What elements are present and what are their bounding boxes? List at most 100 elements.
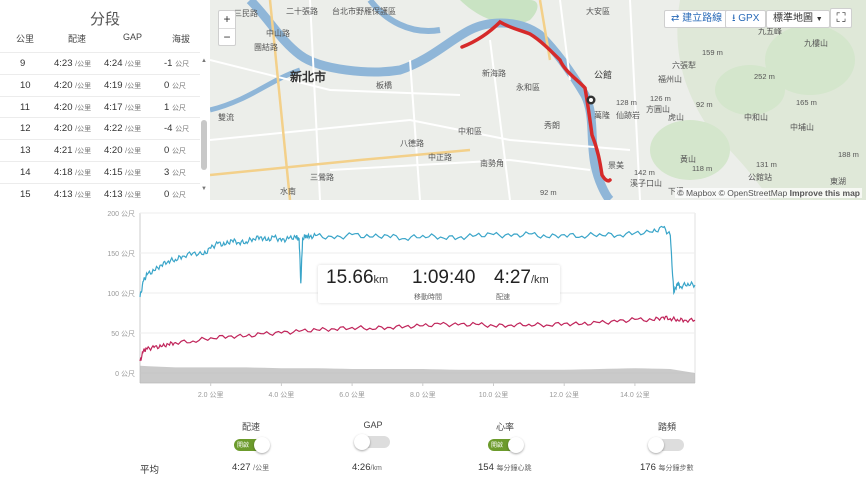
download-icon: ⭳ bbox=[732, 13, 736, 24]
moving-time-stat: 1:09:40 移動時間 bbox=[412, 267, 475, 301]
split-row[interactable]: 12 4:20 /公里 4:22 /公里 -4 公尺 bbox=[0, 117, 200, 139]
split-gap: 4:13 /公里 bbox=[104, 184, 156, 206]
split-elev: 1 公尺 bbox=[164, 97, 204, 119]
expand-icon: ⛶ bbox=[836, 10, 846, 25]
header-km: 公里 bbox=[16, 34, 35, 44]
splits-scrollbar[interactable]: ▲ ▼ bbox=[200, 58, 208, 192]
averages-row: 平均 4:27 /公里 4:26/km 154 每分鐘心跳 176 每分鐘步數 bbox=[0, 462, 866, 478]
map-label-dong: 東湖 bbox=[830, 177, 846, 186]
switch-knob bbox=[508, 437, 524, 453]
scroll-up-icon[interactable]: ▲ bbox=[201, 58, 207, 64]
create-route-button[interactable]: ⇄ 建立路線 bbox=[664, 10, 730, 28]
improve-map-link[interactable]: Improve this map bbox=[789, 188, 860, 198]
split-gap-value: 4:15 bbox=[104, 166, 123, 178]
pace-value: 4:27 bbox=[494, 267, 531, 288]
map-label-tuanjie: 團結路 bbox=[254, 43, 278, 52]
split-pace-unit: /公里 bbox=[75, 104, 92, 112]
y-tick-label: 200 公尺 bbox=[107, 210, 135, 218]
split-km: 13 bbox=[20, 145, 31, 157]
averages-label: 平均 bbox=[140, 465, 160, 476]
map-label-wanlong: 萬隆 bbox=[594, 111, 610, 120]
avg-heartrate: 154 每分鐘心跳 bbox=[478, 462, 532, 473]
create-route-label: 建立路線 bbox=[682, 13, 723, 24]
map-label-liuzhang: 六張犁 bbox=[672, 61, 696, 70]
map-label-jingmei: 景美 bbox=[608, 161, 624, 170]
map-label-zhongpu: 中埔山 bbox=[790, 123, 814, 132]
osm-attribution[interactable]: © OpenStreetMap bbox=[718, 188, 788, 198]
split-pace-unit: /公里 bbox=[75, 169, 92, 177]
avg-gap: 4:26/km bbox=[352, 462, 382, 473]
split-row[interactable]: 14 4:18 /公里 4:15 /公里 3 公尺 bbox=[0, 160, 200, 184]
splits-list[interactable]: 9 4:23 /公里 4:24 /公里 -1 公尺 10 4:20 /公里 4:19 /公里… bbox=[0, 52, 200, 205]
map-label-baqi: 八德路 bbox=[400, 139, 424, 148]
toggle-gap-switch[interactable] bbox=[354, 434, 390, 450]
x-tick-label: 10.0 公里 bbox=[479, 391, 509, 399]
split-row[interactable]: 13 4:21 /公里 4:20 /公里 0 公尺 bbox=[0, 139, 200, 161]
map-type-select[interactable]: 標準地圖 ▼ bbox=[766, 10, 830, 28]
avg-cadence-unit: 每分鐘步數 bbox=[658, 465, 694, 472]
toggle-on-text: 開啟 bbox=[491, 443, 504, 449]
splits-header: 公里 配速 GAP 海拔 bbox=[0, 32, 210, 48]
split-elev-value: 1 bbox=[164, 101, 170, 113]
split-elev-unit: 公尺 bbox=[171, 82, 186, 90]
split-gap-unit: /公里 bbox=[125, 104, 142, 112]
gpx-download-button[interactable]: ⭳ GPX bbox=[725, 10, 767, 28]
split-row[interactable]: 15 4:13 /公里 4:13 /公里 0 公尺 bbox=[0, 182, 200, 206]
avg-cadence-value: 176 bbox=[640, 462, 656, 473]
split-row[interactable]: 10 4:20 /公里 4:19 /公里 0 公尺 bbox=[0, 73, 200, 96]
split-gap-unit: /公里 bbox=[125, 82, 142, 90]
activity-chart[interactable]: 200 公尺 150 公尺 100 公尺 50 公尺 0 公尺 2.0 公里 4.0 公里… bbox=[100, 205, 710, 405]
split-elev-value: -4 bbox=[164, 123, 173, 135]
elevation-label: 142 m bbox=[634, 168, 655, 177]
route-icon: ⇄ bbox=[671, 13, 680, 24]
split-pace-unit: /公里 bbox=[75, 82, 92, 90]
fullscreen-button[interactable]: ⛶ bbox=[830, 8, 852, 28]
map-label-gongguan: 公館 bbox=[594, 70, 613, 80]
split-elev: 3 公尺 bbox=[164, 162, 204, 184]
split-pace-unit: /公里 bbox=[75, 191, 92, 199]
map-label-ershi: 二十張路 bbox=[286, 7, 318, 16]
pace-stat: 4:27/km 配速 bbox=[494, 267, 549, 301]
zoom-control: + − bbox=[218, 10, 236, 46]
split-gap-unit: /公里 bbox=[125, 126, 142, 134]
zoom-out-button[interactable]: − bbox=[223, 30, 231, 44]
mapbox-attribution[interactable]: © Mapbox bbox=[677, 188, 717, 198]
split-row[interactable]: 11 4:20 /公里 4:17 /公里 1 公尺 bbox=[0, 95, 200, 118]
route-map[interactable]: 新北市 台北市野雁保護區 公館 永和區 中和區 景美 萬隆 三鶯路 南勢角 中正… bbox=[210, 0, 866, 200]
map-label-banqiao: 板橋 bbox=[376, 81, 392, 90]
map-label-banqiao2: 公館站 bbox=[748, 173, 772, 182]
scroll-down-icon[interactable]: ▼ bbox=[201, 186, 207, 192]
map-label-yonghe: 永和區 bbox=[516, 83, 540, 92]
split-km: 14 bbox=[20, 166, 31, 178]
zoom-in-button[interactable]: + bbox=[219, 11, 235, 29]
split-gap: 4:24 /公里 bbox=[104, 53, 156, 75]
elevation-label: 188 m bbox=[838, 150, 859, 159]
map-label-xianjun: 仙跡岩 bbox=[616, 111, 640, 120]
x-tick-label: 14.0 公里 bbox=[620, 391, 650, 399]
split-pace-value: 4:13 bbox=[54, 188, 73, 200]
header-gap: GAP bbox=[123, 32, 143, 42]
map-label-xinhai: 新海路 bbox=[482, 69, 506, 78]
avg-gap-value: 4:26 bbox=[352, 462, 371, 473]
split-row[interactable]: 9 4:23 /公里 4:24 /公里 -1 公尺 bbox=[0, 52, 200, 74]
map-label-fuzhou: 福州山 bbox=[658, 75, 682, 84]
toggle-heartrate: 心率 開啟 bbox=[470, 420, 540, 453]
split-pace: 4:18 /公里 bbox=[54, 162, 108, 184]
elevation-label: 159 m bbox=[702, 48, 723, 57]
split-km: 12 bbox=[20, 123, 31, 135]
toggle-cadence-label: 踏頻 bbox=[657, 422, 676, 432]
split-gap-value: 4:17 bbox=[104, 101, 123, 113]
toggle-pace-switch[interactable]: 開啟 bbox=[234, 437, 270, 453]
toggle-heartrate-switch[interactable]: 開啟 bbox=[488, 437, 524, 453]
avg-gap-unit: /km bbox=[370, 465, 382, 472]
avg-heartrate-value: 154 bbox=[478, 462, 494, 473]
split-elev-unit: 公尺 bbox=[175, 61, 190, 68]
scroll-thumb[interactable] bbox=[201, 120, 207, 170]
map-label-park: 台北市野雁保護區 bbox=[332, 7, 396, 16]
split-gap-value: 4:20 bbox=[104, 145, 123, 157]
splits-title: 分段 bbox=[89, 11, 120, 28]
split-elev: -4 公尺 bbox=[164, 118, 204, 140]
pace-line bbox=[139, 225, 696, 298]
avg-heartrate-unit: 每分鐘心跳 bbox=[496, 465, 532, 472]
toggle-cadence-switch[interactable] bbox=[648, 437, 684, 453]
